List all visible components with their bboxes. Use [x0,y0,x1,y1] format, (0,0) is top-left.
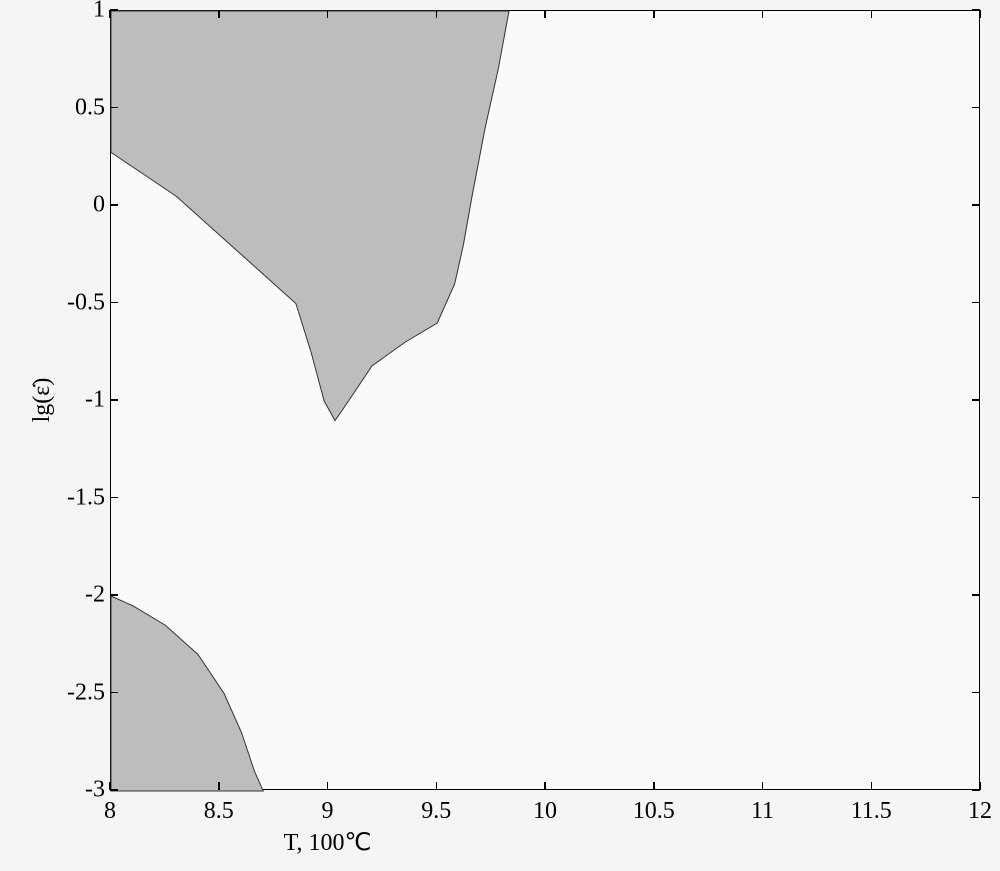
y-tick-right [972,107,980,109]
y-tick-right [972,399,980,401]
y-tick-right [972,692,980,694]
y-tick-label: -2 [55,582,105,609]
x-tick-label: 10.5 [633,798,675,825]
lower-region [111,596,263,791]
x-tick-top [327,10,329,18]
y-tick [110,107,118,109]
y-tick-label: -1.5 [55,484,105,511]
x-tick-top [871,10,873,18]
y-tick [110,9,118,11]
x-tick-label: 8.5 [204,798,234,825]
y-tick-label: 0.5 [55,94,105,121]
y-tick [110,204,118,206]
x-tick-top [544,10,546,18]
x-tick-top [979,10,981,18]
x-tick-label: 9 [322,798,334,825]
x-tick-top [109,10,111,18]
y-axis-label: lg(ε̇) [29,378,56,423]
x-tick-top [762,10,764,18]
y-tick-right [972,302,980,304]
y-tick [110,789,118,791]
y-tick-label: 1 [55,0,105,24]
y-tick-label: 0 [55,192,105,219]
x-tick [327,782,329,790]
x-tick [653,782,655,790]
x-axis-label: T, 100℃ [284,828,372,857]
y-tick [110,497,118,499]
upper-region [111,11,509,421]
y-tick-label: -2.5 [55,679,105,706]
x-tick [762,782,764,790]
y-tick-label: -1 [55,387,105,414]
x-tick-label: 10 [533,798,557,825]
x-tick-label: 9.5 [421,798,451,825]
x-tick [218,782,220,790]
chart-container: T, 100℃ lg(ε̇) 88.599.51010.51111.512-3-… [0,0,1000,871]
y-tick-label: -0.5 [55,289,105,316]
x-tick-label: 11.5 [851,798,892,825]
x-tick [544,782,546,790]
y-tick-right [972,9,980,11]
x-tick-label: 12 [968,798,992,825]
x-tick-top [653,10,655,18]
plot-svg [111,11,981,791]
x-tick [436,782,438,790]
y-tick-right [972,497,980,499]
y-tick-right [972,789,980,791]
y-tick-right [972,594,980,596]
plot-area [110,10,980,790]
x-tick-top [436,10,438,18]
y-tick [110,302,118,304]
x-tick-top [218,10,220,18]
y-tick [110,399,118,401]
y-tick-label: -3 [55,777,105,804]
x-tick [871,782,873,790]
y-tick [110,692,118,694]
x-tick-label: 11 [751,798,774,825]
y-tick [110,594,118,596]
y-tick-right [972,204,980,206]
x-tick-label: 8 [104,798,116,825]
